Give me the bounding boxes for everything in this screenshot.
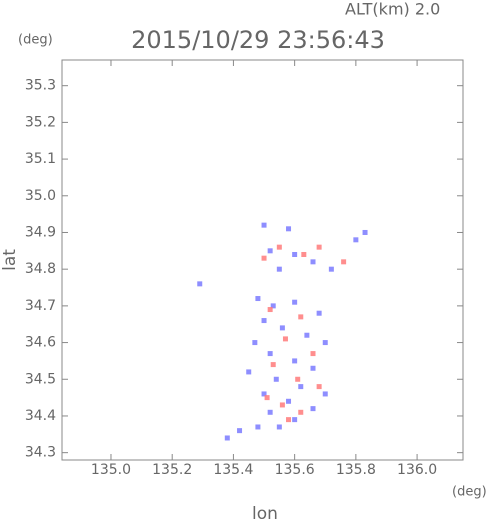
y-tick-label: 34.8	[25, 261, 56, 277]
radar-point	[316, 310, 322, 316]
radar-point	[310, 406, 316, 412]
radar-point	[316, 384, 322, 390]
y-unit: (deg)	[18, 33, 53, 48]
x-tick-label: 135.2	[152, 462, 192, 478]
radar-point	[267, 351, 273, 357]
radar-point	[292, 417, 298, 423]
radar-point	[341, 259, 347, 265]
y-tick-label: 34.4	[25, 408, 56, 424]
radar-point	[276, 424, 282, 430]
y-tick-label: 34.7	[25, 298, 56, 314]
radar-point	[322, 391, 328, 397]
radar-point	[276, 266, 282, 272]
radar-point	[255, 424, 261, 430]
plot-frame	[61, 59, 464, 461]
radar-point	[270, 303, 276, 309]
radar-point	[362, 229, 368, 235]
radar-point	[261, 318, 267, 324]
radar-point	[279, 325, 285, 331]
y-tick-label: 34.5	[25, 371, 56, 387]
radar-point	[237, 428, 243, 434]
radar-point	[276, 244, 282, 250]
radar-point	[261, 391, 267, 397]
radar-point	[328, 266, 334, 272]
radar-point	[273, 376, 279, 382]
radar-point	[310, 351, 316, 357]
radar-point	[316, 244, 322, 250]
radar-point	[353, 237, 359, 243]
radar-point	[279, 402, 285, 408]
radar-point	[282, 336, 288, 342]
radar-point	[286, 398, 292, 404]
radar-point	[298, 384, 304, 390]
x-axis-label: lon	[252, 504, 278, 521]
radar-point	[261, 255, 267, 261]
x-tick-label: 135.0	[91, 462, 131, 478]
radar-point	[246, 369, 252, 375]
x-tick-label: 135.8	[336, 462, 376, 478]
radar-point	[301, 251, 307, 257]
y-tick-label: 34.6	[25, 335, 56, 351]
radar-point	[255, 296, 261, 302]
y-tick-label: 35.1	[25, 151, 56, 167]
radar-point	[267, 409, 273, 415]
radar-point	[298, 314, 304, 320]
x-tick-label: 135.4	[213, 462, 253, 478]
x-unit: (deg)	[452, 485, 487, 500]
radar-point	[224, 435, 230, 441]
radar-point	[267, 248, 273, 254]
y-tick-label: 34.3	[25, 445, 56, 461]
radar-point	[310, 365, 316, 371]
radar-point	[267, 307, 273, 313]
y-tick-label: 34.9	[25, 224, 56, 240]
radar-point	[252, 340, 258, 346]
radar-point	[261, 222, 267, 228]
y-tick-label: 35.2	[25, 114, 56, 130]
radar-point	[286, 417, 292, 423]
subtitle: ALT(km) 2.0	[345, 0, 440, 19]
radar-point	[322, 340, 328, 346]
radar-point	[197, 281, 203, 287]
chart-title: 2015/10/29 23:56:43	[131, 26, 385, 54]
radar-point	[310, 259, 316, 265]
y-tick-label: 35.3	[25, 78, 56, 94]
radar-point	[298, 409, 304, 415]
x-tick-label: 136.0	[397, 462, 437, 478]
radar-point	[292, 299, 298, 305]
radar-point	[304, 332, 310, 338]
radar-point	[264, 395, 270, 401]
y-axis-label: lat	[0, 249, 20, 271]
y-tick-label: 35.0	[25, 188, 56, 204]
radar-point	[292, 358, 298, 364]
radar-point	[295, 376, 301, 382]
radar-point	[270, 362, 276, 368]
radar-point	[292, 251, 298, 257]
radar-point	[286, 226, 292, 232]
x-tick-label: 135.6	[275, 462, 315, 478]
